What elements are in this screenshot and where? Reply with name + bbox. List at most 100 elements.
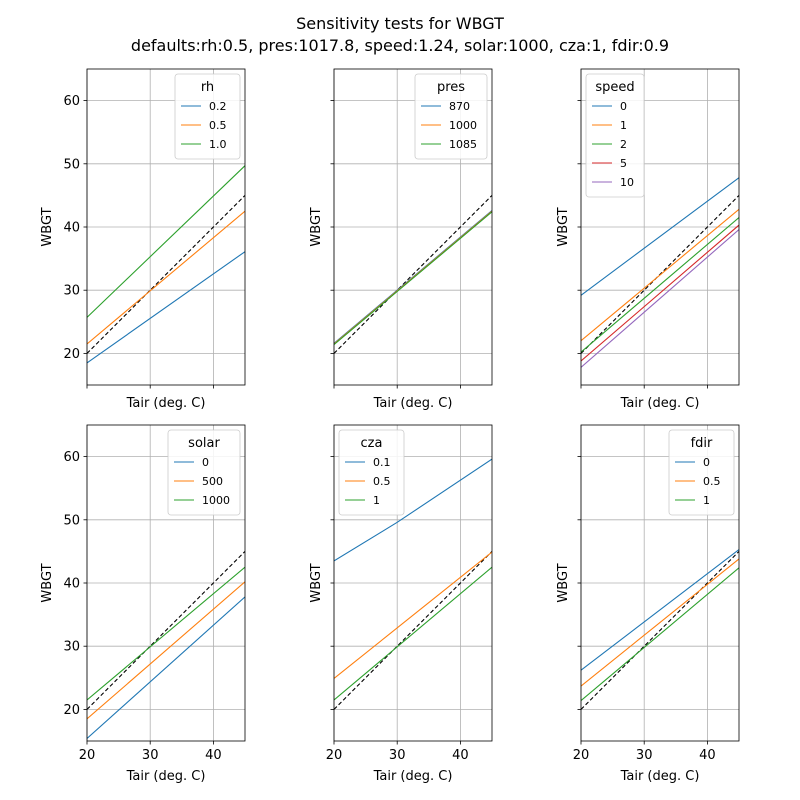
series-line-speed-5: [581, 224, 739, 362]
x-axis-label: Tair (deg. C): [126, 769, 206, 784]
legend-title-cza: cza: [361, 436, 383, 451]
series-line-speed-0: [581, 177, 739, 296]
x-axis-label: Tair (deg. C): [373, 396, 453, 411]
legend-entry-speed-0: 0: [620, 100, 627, 113]
subplot-cza: 20 30 40 Tair (deg. C) WBGT cza 0.1 0.5 1: [309, 424, 493, 784]
series-line-solar-500: [87, 581, 245, 720]
legend-entry-fdir-0: 0: [703, 456, 710, 469]
series-line-rh-0.5: [87, 210, 245, 345]
subplot-solar: 20 30 40 20 30 40 50 60 Tair (deg. C) WBGT solar 0 5…: [40, 424, 246, 784]
figure-title-line1: Sensitivity tests for WBGT: [296, 14, 504, 33]
x-tick-label: 30: [142, 748, 159, 763]
subplot-rh: 20 30 40 50 60 Tair (deg. C) WBGT rh 0.2 0.5 1.0: [40, 68, 246, 411]
x-axis-label: Tair (deg. C): [620, 396, 700, 411]
legend-rh: rh 0.2 0.5 1.0: [174, 73, 241, 160]
series-line-pres-1085: [334, 211, 492, 345]
x-tick-label: 40: [205, 748, 222, 763]
y-axis-label: WBGT: [309, 563, 324, 602]
legend-entry-rh-0.5: 0.5: [209, 119, 227, 132]
legend-entry-speed-1: 1: [620, 119, 627, 132]
series-line-speed-2: [581, 217, 739, 353]
legend-box-speed: [585, 73, 645, 198]
series-line-speed-1: [581, 208, 739, 342]
subplot-pres: Tair (deg. C) WBGT pres 870 1000 1085: [309, 68, 493, 411]
legend-entry-cza-0.5: 0.5: [373, 475, 391, 488]
legend-entry-solar-500: 500: [202, 475, 223, 488]
y-axis-label: WBGT: [309, 207, 324, 246]
series-line-fdir-1: [581, 567, 739, 701]
y-tick-label: 40: [63, 577, 80, 592]
legend-entry-speed-5: 5: [620, 157, 627, 170]
legend-title-speed: speed: [595, 80, 634, 95]
series-line-fdir-0.5: [581, 558, 739, 687]
reference-line-1to1: [334, 551, 492, 710]
series-line-rh-1.0: [87, 165, 245, 318]
legend-title-fdir: fdir: [691, 436, 713, 451]
legend-solar: solar 0 500 1000: [167, 429, 241, 516]
legend-entry-solar-1000: 1000: [202, 494, 230, 507]
series-line-cza-1: [334, 566, 492, 701]
y-axis-label: WBGT: [556, 207, 571, 246]
legend-entry-fdir-1: 1: [703, 494, 710, 507]
legend-title-rh: rh: [201, 80, 214, 95]
x-axis-label: Tair (deg. C): [620, 769, 700, 784]
legend-fdir: fdir 0 0.5 1: [668, 429, 735, 516]
legend-entry-solar-0: 0: [202, 456, 209, 469]
x-tick-label: 30: [636, 748, 653, 763]
y-tick-label: 60: [63, 94, 80, 109]
series-line-rh-0.2: [87, 251, 245, 364]
series-line-solar-0: [87, 596, 245, 739]
legend-entry-speed-2: 2: [620, 138, 627, 151]
legend-box-solar: [167, 429, 241, 516]
legend-entry-pres-1000: 1000: [449, 119, 477, 132]
subplot-speed: Tair (deg. C) WBGT speed 0 1 2 5 10: [556, 68, 740, 411]
y-tick-label: 20: [63, 703, 80, 718]
x-axis-label: Tair (deg. C): [126, 396, 206, 411]
legend-pres: pres 870 1000 1085: [414, 73, 488, 160]
data-lines-speed: [581, 177, 739, 368]
y-axis-label: WBGT: [556, 563, 571, 602]
x-tick-label: 40: [452, 748, 469, 763]
legend-entry-pres-870: 870: [449, 100, 470, 113]
legend-box-fdir: [668, 429, 735, 516]
y-tick-label: 60: [63, 450, 80, 465]
y-tick-label: 40: [63, 221, 80, 236]
legend-entry-cza-0.1: 0.1: [373, 456, 391, 469]
y-tick-label: 30: [63, 640, 80, 655]
legend-title-pres: pres: [437, 80, 465, 95]
legend-box-pres: [414, 73, 488, 160]
x-tick-label: 40: [699, 748, 716, 763]
y-tick-label: 50: [63, 157, 80, 172]
y-tick-label: 30: [63, 284, 80, 299]
legend-entry-fdir-0.5: 0.5: [703, 475, 721, 488]
legend-entry-pres-1085: 1085: [449, 138, 477, 151]
data-lines-rh: [87, 165, 245, 364]
data-lines-fdir: [581, 549, 739, 710]
reference-line-1to1: [87, 195, 245, 354]
series-line-solar-1000: [87, 566, 245, 701]
reference-line-1to1: [334, 195, 492, 354]
data-lines-solar: [87, 551, 245, 739]
y-tick-label: 50: [63, 513, 80, 528]
reference-line-1to1: [581, 551, 739, 710]
data-lines-pres: [334, 195, 492, 354]
data-lines-cza: [334, 458, 492, 710]
legend-title-solar: solar: [188, 436, 220, 451]
x-axis-label: Tair (deg. C): [373, 769, 453, 784]
series-line-cza-0.5: [334, 551, 492, 679]
legend-entry-cza-1: 1: [373, 494, 380, 507]
x-tick-label: 20: [79, 748, 96, 763]
legend-entry-rh-1.0: 1.0: [209, 138, 227, 151]
legend-box-cza: [338, 429, 405, 516]
x-tick-label: 20: [326, 748, 343, 763]
legend-speed: speed 0 1 2 5 10: [585, 73, 645, 198]
x-tick-label: 20: [573, 748, 590, 763]
legend-cza: cza 0.1 0.5 1: [338, 429, 405, 516]
y-axis-label: WBGT: [40, 207, 55, 246]
x-tick-label: 30: [389, 748, 406, 763]
subplot-fdir: 20 30 40 Tair (deg. C) WBGT fdir 0 0.5 1: [556, 424, 740, 784]
series-line-cza-0.1: [334, 458, 492, 562]
legend-entry-speed-10: 10: [620, 176, 634, 189]
series-line-speed-10: [581, 229, 739, 368]
